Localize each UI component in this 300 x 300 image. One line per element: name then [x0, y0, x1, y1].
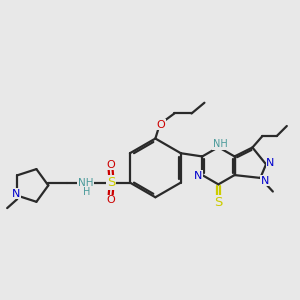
- Text: NH: NH: [213, 139, 228, 149]
- Text: S: S: [214, 196, 223, 209]
- Text: O: O: [156, 120, 165, 130]
- Text: N: N: [194, 171, 202, 181]
- Text: O: O: [106, 196, 115, 206]
- Text: H: H: [82, 187, 90, 196]
- Text: N: N: [266, 158, 275, 167]
- Text: S: S: [107, 176, 116, 189]
- Text: O: O: [106, 160, 115, 170]
- Text: N: N: [12, 189, 21, 199]
- Text: N: N: [260, 176, 269, 186]
- Text: NH: NH: [78, 178, 93, 188]
